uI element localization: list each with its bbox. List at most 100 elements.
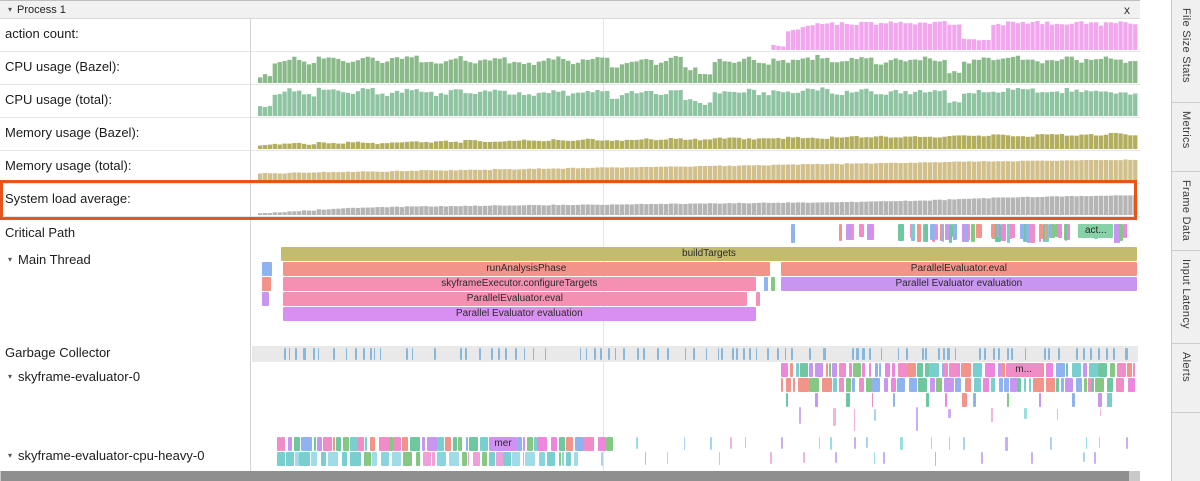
trace-slice[interactable] [452,437,457,451]
trace-slice[interactable] [1094,452,1096,464]
trace-slice[interactable] [795,363,799,377]
gc-tick[interactable] [767,348,769,360]
gc-tick[interactable] [362,348,366,360]
trace-slice[interactable] [998,363,1002,377]
trace-slice[interactable] [944,363,948,377]
trace-slice[interactable] [402,437,409,451]
trace-slice[interactable] [935,378,942,392]
trace-slice[interactable] [832,378,838,392]
cpu-usage-bazel-chart[interactable] [258,52,1138,84]
trace-slice[interactable] [550,437,557,451]
trace-slice[interactable] [829,363,832,377]
track-row-skyframe-evaluator-0[interactable]: ▾ skyframe-evaluator-0 m... [0,363,1140,433]
trace-slice[interactable] [1127,378,1136,392]
gc-tick[interactable] [954,348,957,360]
critical-path-slice[interactable] [791,224,795,243]
gc-tick[interactable] [852,348,854,360]
gc-tick[interactable] [579,348,582,360]
gc-tick[interactable] [1058,348,1060,360]
close-button[interactable]: x [1124,2,1130,17]
trace-slice[interactable] [815,393,819,407]
gc-tick[interactable] [600,348,602,360]
trace-slice[interactable] [941,363,945,377]
gc-tick[interactable] [1048,348,1050,360]
collapse-arrow-icon[interactable]: ▾ [8,451,13,460]
trace-slice[interactable] [964,378,972,392]
trace-slice[interactable] [780,363,788,377]
trace-slice[interactable] [1085,437,1088,449]
gc-tick[interactable] [505,348,507,360]
trace-slice[interactable] [973,363,982,377]
collapse-arrow-icon[interactable]: ▾ [8,372,13,381]
memory-usage-total-chart[interactable] [258,151,1138,183]
trace-slice[interactable] [885,363,890,377]
gc-tick[interactable] [743,348,745,360]
trace-slice[interactable] [381,452,389,466]
gc-tick[interactable] [373,348,376,360]
trace-slice[interactable] [799,407,802,424]
gc-tick[interactable] [755,348,757,360]
trace-slice[interactable] [983,378,990,392]
trace-slice[interactable] [336,437,342,451]
slice-parallelevaluator-eval[interactable]: ParallelEvaluator.eval [282,292,748,306]
trace-slice[interactable] [368,452,371,466]
tab-metrics[interactable]: Metrics [1172,103,1200,172]
gc-tick[interactable] [906,348,909,360]
trace-slice[interactable] [468,437,478,451]
trace-slice[interactable] [522,452,525,466]
gc-tick[interactable] [532,348,535,360]
gc-tick[interactable] [947,348,950,360]
trace-slice[interactable] [852,363,862,377]
trace-slice[interactable] [814,363,824,377]
gc-tick[interactable] [1075,348,1079,360]
gc-tick[interactable] [585,348,587,360]
trace-slice[interactable] [917,363,923,377]
trace-slice[interactable] [584,437,595,451]
trace-slice[interactable] [832,363,837,377]
trace-slice[interactable] [1030,452,1033,464]
trace-slice[interactable] [294,452,299,466]
trace-slice[interactable] [1125,437,1129,449]
gc-tick[interactable] [491,348,494,360]
critical-path-slice[interactable] [948,224,952,243]
critical-path-slice[interactable] [1007,224,1011,243]
gc-tick[interactable] [984,348,986,360]
trace-slice[interactable] [800,363,809,377]
gc-tick[interactable] [317,348,320,360]
trace-slice[interactable] [1110,363,1116,377]
trace-slice[interactable] [565,452,571,466]
critical-path-slice[interactable] [849,224,854,240]
critical-path-slice[interactable] [1066,224,1070,240]
trace-slice[interactable] [561,452,564,466]
gc-tick[interactable] [498,348,500,360]
gc-tick[interactable] [405,348,409,360]
trace-slice[interactable] [999,378,1003,392]
gc-tick[interactable] [880,348,883,360]
trace-slice[interactable] [391,452,401,466]
process-header-bar[interactable]: ▾ Process 1 x [0,0,1140,19]
trace-slice[interactable] [261,262,273,276]
critical-path-slice[interactable] [1045,224,1048,240]
trace-slice[interactable] [1098,393,1102,407]
trace-slice[interactable] [437,437,444,451]
trace-slice[interactable] [392,437,402,451]
critical-path-slice[interactable] [962,224,967,242]
critical-path-slice[interactable] [971,224,975,242]
trace-slice[interactable] [861,363,865,377]
track-row-action-count[interactable]: action count: [0,19,1140,52]
trace-slice[interactable] [574,452,578,466]
trace-slice[interactable] [873,452,875,464]
trace-slice[interactable] [299,452,310,466]
trace-slice[interactable] [786,393,789,407]
critical-path-slice[interactable] [1042,224,1045,242]
track-row-main-thread[interactable]: ▾ Main Thread buildTargets runAnalysisPha… [0,247,1140,341]
trace-slice[interactable] [389,437,393,451]
trace-slice[interactable] [838,363,846,377]
trace-slice[interactable] [1033,378,1044,392]
critical-path-slice[interactable] [1020,224,1025,239]
trace-slice[interactable] [849,363,853,377]
track-row-memory-usage-total[interactable]: Memory usage (total): [0,151,1140,184]
gc-tick[interactable] [667,348,669,360]
tab-alerts[interactable]: Alerts [1172,344,1200,413]
trace-slice[interactable] [838,378,845,392]
